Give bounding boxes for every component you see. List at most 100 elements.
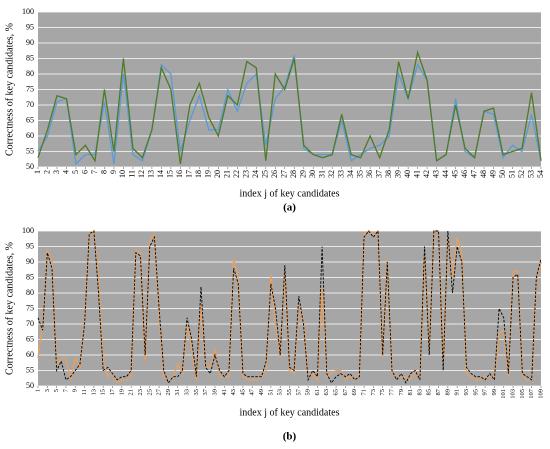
x-tick-label: 15 bbox=[166, 170, 175, 178]
x-tick-label: 99 bbox=[491, 389, 498, 396]
x-tick-label: 53 bbox=[526, 170, 535, 178]
x-tick-label: 47 bbox=[469, 170, 478, 178]
x-tick-label: 59 bbox=[305, 389, 312, 396]
x-tick-label: 2 bbox=[42, 170, 51, 174]
x-tick-label: 31 bbox=[174, 389, 181, 396]
x-tick-label: 57 bbox=[295, 388, 302, 395]
x-tick-label: 43 bbox=[431, 170, 440, 178]
y-tick-label: 50 bbox=[26, 162, 34, 171]
x-tick-label: 34 bbox=[346, 170, 355, 178]
x-axis-label: index j of key candidates bbox=[240, 188, 340, 199]
x-tick-label: 37 bbox=[202, 388, 209, 395]
x-tick-label: 28 bbox=[289, 170, 298, 178]
x-tick-label: 52 bbox=[517, 170, 526, 178]
y-tick-label: 85 bbox=[26, 53, 34, 62]
x-tick-label: 3 bbox=[52, 170, 61, 174]
x-tick-label: 1 bbox=[33, 170, 42, 174]
y-tick-label: 60 bbox=[26, 131, 34, 140]
x-tick-label: 7 bbox=[90, 170, 99, 174]
x-tick-label: 19 bbox=[204, 170, 213, 178]
x-tick-label: 44 bbox=[441, 170, 450, 178]
series-line bbox=[37, 55, 542, 166]
x-tick-label: 17 bbox=[109, 388, 116, 395]
x-tick-label: 107 bbox=[528, 388, 535, 399]
x-tick-label: 30 bbox=[308, 170, 317, 178]
x-tick-label: 10 bbox=[118, 170, 127, 178]
x-tick-label: 21 bbox=[223, 170, 232, 178]
x-tick-label: 6 bbox=[80, 170, 89, 174]
x-tick-label: 93 bbox=[463, 389, 470, 396]
x-tick-label: 109 bbox=[537, 389, 544, 399]
x-tick-label: 33 bbox=[184, 389, 191, 396]
x-tick-label: 17 bbox=[185, 170, 194, 178]
x-tick-label: 39 bbox=[211, 389, 218, 396]
x-tick-label: 48 bbox=[479, 170, 488, 178]
x-tick-label: 16 bbox=[175, 170, 184, 178]
y-tick-label: 70 bbox=[26, 319, 34, 328]
x-tick-label: 20 bbox=[213, 170, 222, 178]
y-axis-label: Correctness of key candidates, % bbox=[4, 242, 15, 375]
y-axis-label: Correctness of key candidates, % bbox=[4, 23, 15, 156]
x-tick-label: 91 bbox=[454, 389, 461, 396]
x-tick-label: 95 bbox=[472, 389, 479, 396]
x-tick-label: 50 bbox=[498, 170, 507, 178]
x-tick-label: 83 bbox=[416, 389, 423, 396]
x-tick-label: 46 bbox=[460, 170, 469, 178]
x-tick-label: 11 bbox=[81, 389, 88, 395]
x-tick-label: 33 bbox=[337, 170, 346, 178]
x-tick-label: 27 bbox=[280, 170, 289, 178]
x-tick-label: 42 bbox=[422, 170, 431, 178]
x-tick-label: 23 bbox=[242, 170, 251, 178]
x-tick-label: 25 bbox=[146, 389, 153, 396]
y-tick-label: 85 bbox=[26, 272, 34, 281]
x-tick-label: 85 bbox=[426, 389, 433, 396]
x-tick-label: 53 bbox=[277, 389, 284, 396]
x-tick-label: 77 bbox=[388, 388, 395, 395]
x-tick-label: 27 bbox=[156, 388, 163, 395]
y-tick-label: 65 bbox=[26, 334, 34, 343]
x-tick-label: 31 bbox=[318, 170, 327, 178]
y-tick-label: 70 bbox=[26, 100, 34, 109]
x-tick-label: 36 bbox=[365, 170, 374, 178]
x-tick-label: 41 bbox=[221, 389, 228, 396]
series-line bbox=[37, 229, 542, 384]
x-tick-label: 51 bbox=[507, 170, 516, 178]
x-tick-label: 35 bbox=[356, 170, 365, 178]
x-tick-label: 32 bbox=[327, 170, 336, 178]
x-tick-label: 13 bbox=[147, 170, 156, 178]
x-tick-label: 3 bbox=[44, 389, 51, 392]
y-tick-label: 75 bbox=[26, 303, 34, 312]
x-tick-label: 7 bbox=[62, 388, 69, 392]
x-tick-label: 65 bbox=[333, 389, 340, 396]
x-tick-label: 51 bbox=[267, 389, 274, 396]
x-tick-label: 81 bbox=[407, 389, 414, 396]
x-tick-label: 54 bbox=[536, 170, 545, 178]
x-tick-label: 26 bbox=[270, 170, 279, 178]
y-tick-label: 100 bbox=[22, 226, 34, 235]
series-line bbox=[37, 49, 542, 165]
y-tick-label: 90 bbox=[26, 38, 34, 47]
x-tick-label: 25 bbox=[261, 170, 270, 178]
y-tick-label: 60 bbox=[26, 350, 34, 359]
x-tick-label: 67 bbox=[342, 388, 349, 395]
x-tick-label: 103 bbox=[510, 389, 517, 399]
x-tick-label: 47 bbox=[249, 388, 256, 395]
x-tick-label: 15 bbox=[100, 389, 107, 396]
x-tick-label: 29 bbox=[165, 389, 172, 396]
x-tick-label: 45 bbox=[450, 170, 459, 178]
x-tick-label: 38 bbox=[384, 170, 393, 178]
x-tick-label: 5 bbox=[53, 389, 60, 392]
x-tick-label: 9 bbox=[72, 389, 79, 392]
x-tick-label: 49 bbox=[488, 170, 497, 178]
x-tick-label: 11 bbox=[128, 170, 137, 178]
x-tick-label: 1 bbox=[34, 389, 41, 392]
y-tick-label: 55 bbox=[26, 146, 34, 155]
panel-label: (b) bbox=[283, 431, 297, 443]
x-tick-label: 5 bbox=[71, 170, 80, 174]
x-tick-label: 24 bbox=[251, 170, 260, 178]
x-tick-label: 14 bbox=[156, 170, 165, 178]
x-tick-label: 73 bbox=[370, 389, 377, 396]
x-tick-label: 19 bbox=[118, 389, 125, 396]
x-tick-label: 23 bbox=[137, 389, 144, 396]
